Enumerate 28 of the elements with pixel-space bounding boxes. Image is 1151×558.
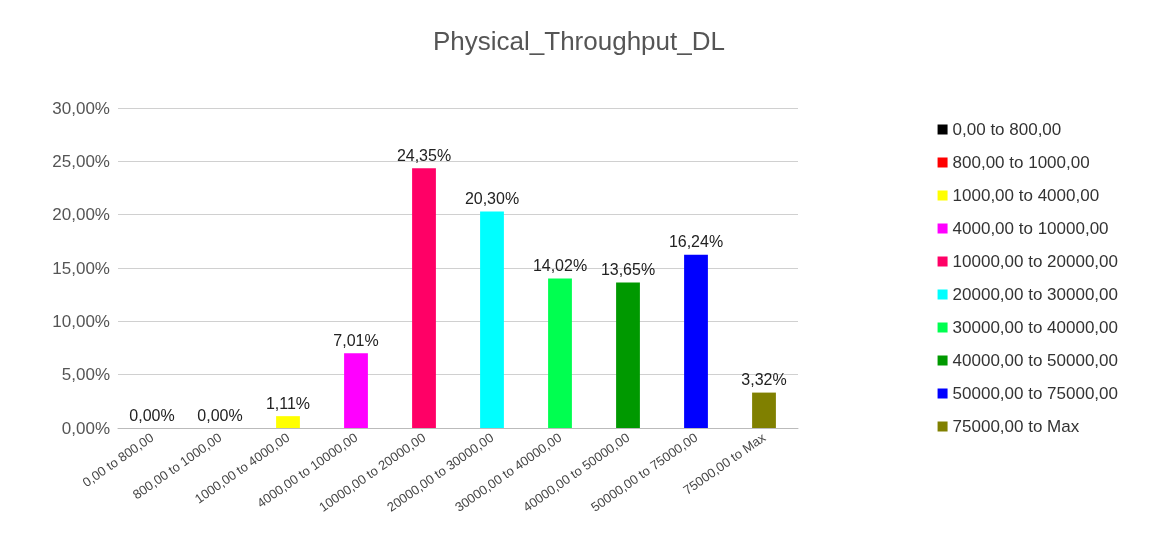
y-tick-label: 0,00% xyxy=(61,418,110,438)
data-label: 16,24% xyxy=(668,233,724,251)
legend-label: 0,00 to 800,00 xyxy=(952,120,1062,139)
legend-label: 4000,00 to 10000,00 xyxy=(952,219,1109,238)
legend-label: 10000,00 to 20000,00 xyxy=(952,252,1118,271)
legend-label: 50000,00 to 75000,00 xyxy=(952,384,1118,403)
data-label: 7,01% xyxy=(333,331,379,349)
data-label: 13,65% xyxy=(600,260,656,278)
data-label: 3,32% xyxy=(741,371,787,389)
y-tick-label: 15,00% xyxy=(52,258,110,278)
y-tick-label: 10,00% xyxy=(52,311,110,331)
y-tick-label: 5,00% xyxy=(61,365,110,385)
data-label: 24,35% xyxy=(396,146,452,164)
legend-label: 75000,00 to Max xyxy=(952,417,1080,436)
data-label: 0,00% xyxy=(129,406,175,424)
y-tick-label: 20,00% xyxy=(52,205,110,225)
chart-title: Physical_Throughput_DL xyxy=(433,26,725,56)
y-tick-label: 25,00% xyxy=(52,151,110,171)
data-label: 1,11% xyxy=(265,394,311,412)
data-label: 0,00% xyxy=(197,406,243,424)
legend-label: 800,00 to 1000,00 xyxy=(952,153,1090,172)
data-label: 14,02% xyxy=(532,256,588,274)
legend-label: 40000,00 to 50000,00 xyxy=(952,351,1118,370)
y-tick-label: 30,00% xyxy=(52,98,110,118)
legend-label: 20000,00 to 30000,00 xyxy=(952,285,1118,304)
data-label: 20,30% xyxy=(464,189,520,207)
legend-label: 1000,00 to 4000,00 xyxy=(952,186,1100,205)
legend-label: 30000,00 to 40000,00 xyxy=(952,318,1118,337)
